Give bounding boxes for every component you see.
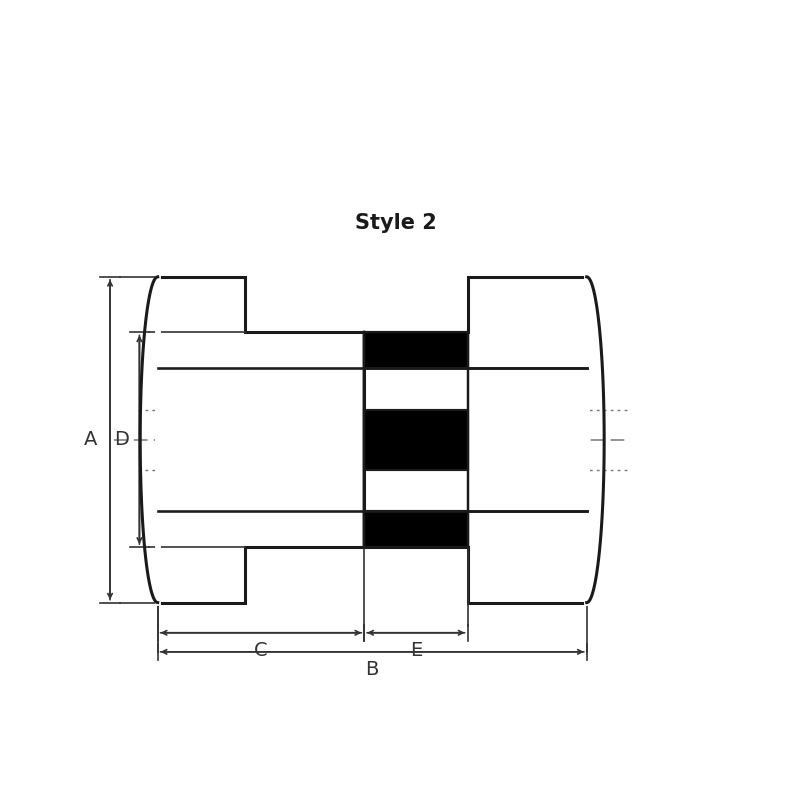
Text: E: E: [410, 641, 422, 660]
Polygon shape: [158, 277, 364, 602]
Text: D: D: [114, 430, 130, 450]
Bar: [364, 410, 467, 470]
Text: C: C: [254, 641, 268, 660]
Text: Style 2: Style 2: [355, 213, 437, 233]
Bar: [364, 511, 467, 547]
Bar: [364, 333, 467, 368]
Text: B: B: [366, 660, 379, 679]
Text: A: A: [83, 430, 97, 450]
Polygon shape: [364, 277, 586, 602]
